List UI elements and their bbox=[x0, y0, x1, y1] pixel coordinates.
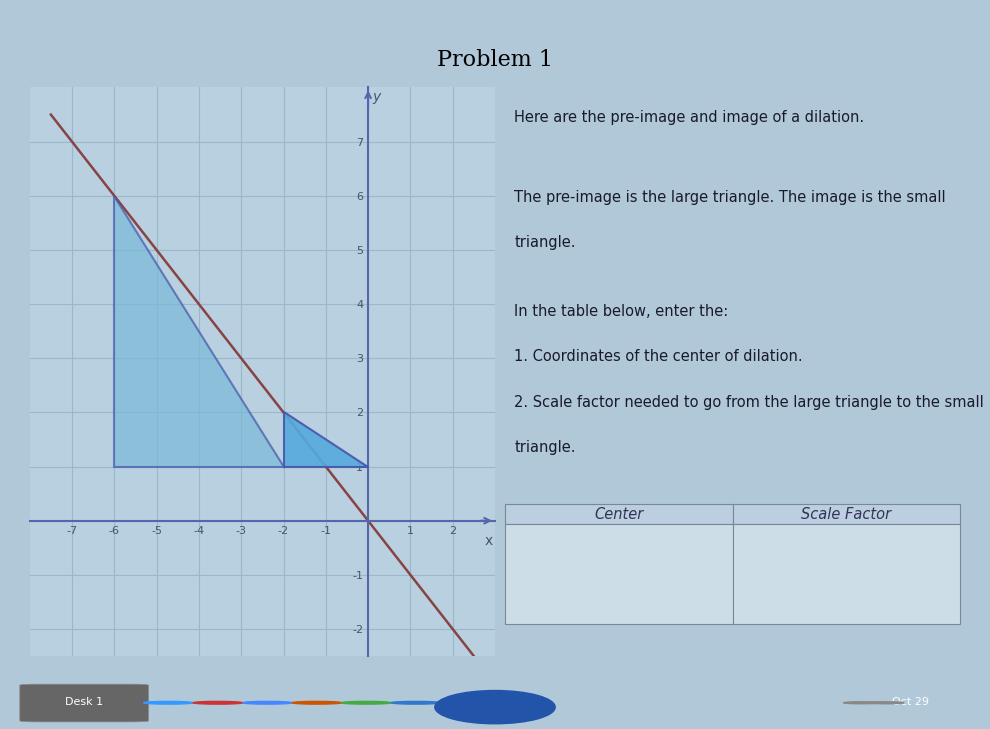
Text: 1. Coordinates of the center of dilation.: 1. Coordinates of the center of dilation… bbox=[515, 349, 803, 364]
Circle shape bbox=[490, 701, 540, 704]
Polygon shape bbox=[283, 413, 368, 467]
FancyBboxPatch shape bbox=[20, 684, 149, 722]
Circle shape bbox=[441, 701, 490, 704]
Text: x: x bbox=[484, 534, 493, 548]
Circle shape bbox=[144, 701, 193, 704]
Text: y: y bbox=[372, 90, 381, 104]
Circle shape bbox=[868, 702, 904, 703]
Circle shape bbox=[342, 701, 391, 704]
Circle shape bbox=[391, 701, 441, 704]
Circle shape bbox=[292, 701, 342, 704]
Text: 2. Scale factor needed to go from the large triangle to the small: 2. Scale factor needed to go from the la… bbox=[515, 394, 984, 410]
Circle shape bbox=[843, 702, 879, 703]
Text: triangle.: triangle. bbox=[515, 235, 576, 250]
Text: Here are the pre-image and image of a dilation.: Here are the pre-image and image of a di… bbox=[515, 110, 864, 125]
Text: The pre-image is the large triangle. The image is the small: The pre-image is the large triangle. The… bbox=[515, 190, 946, 205]
Text: Desk 1: Desk 1 bbox=[65, 697, 103, 706]
Circle shape bbox=[243, 701, 292, 704]
Circle shape bbox=[193, 701, 243, 704]
Circle shape bbox=[435, 690, 555, 724]
Text: hp: hp bbox=[484, 700, 506, 714]
Text: Problem 1: Problem 1 bbox=[437, 49, 553, 71]
Polygon shape bbox=[114, 196, 283, 467]
Text: In the table below, enter the:: In the table below, enter the: bbox=[515, 303, 729, 319]
Text: triangle.: triangle. bbox=[515, 440, 576, 455]
Text: Oct 29: Oct 29 bbox=[892, 697, 930, 706]
